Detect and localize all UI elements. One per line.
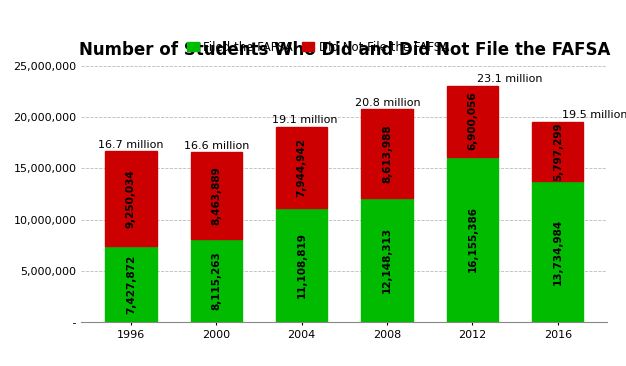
Bar <box>105 246 156 322</box>
Text: 13,734,984: 13,734,984 <box>553 219 563 285</box>
Text: 16.6 million: 16.6 million <box>184 141 249 151</box>
Bar <box>532 122 583 181</box>
Bar <box>191 152 242 239</box>
Text: 9,250,034: 9,250,034 <box>126 169 136 228</box>
Text: 8,463,889: 8,463,889 <box>211 166 221 225</box>
Title: Number of Students Who Did and Did Not File the FAFSA: Number of Students Who Did and Did Not F… <box>79 41 610 59</box>
Text: 8,115,263: 8,115,263 <box>211 251 221 310</box>
Text: 7,427,872: 7,427,872 <box>126 254 136 314</box>
Legend: Filed the FAFSA, Did Not File the FAFSA: Filed the FAFSA, Did Not File the FAFSA <box>182 36 454 58</box>
Text: 19.1 million: 19.1 million <box>272 115 337 125</box>
Bar <box>276 208 327 322</box>
Text: 20.8 million: 20.8 million <box>354 98 420 108</box>
Text: 23.1 million: 23.1 million <box>476 74 542 84</box>
Bar <box>105 151 156 246</box>
Bar <box>532 181 583 322</box>
Bar <box>361 198 413 322</box>
Bar <box>447 86 498 157</box>
Text: 5,797,299: 5,797,299 <box>553 122 563 181</box>
Bar <box>191 239 242 322</box>
Bar <box>361 109 413 198</box>
Bar <box>276 127 327 208</box>
Text: 19.5 million: 19.5 million <box>562 111 626 120</box>
Text: 8,613,988: 8,613,988 <box>382 124 392 183</box>
Text: 16.7 million: 16.7 million <box>98 139 164 150</box>
Text: 6,900,056: 6,900,056 <box>468 92 478 150</box>
Bar <box>447 157 498 322</box>
Text: 11,108,819: 11,108,819 <box>297 232 307 298</box>
Text: 16,155,386: 16,155,386 <box>468 206 478 272</box>
Text: 7,944,942: 7,944,942 <box>297 138 307 197</box>
Text: 12,148,313: 12,148,313 <box>382 227 392 293</box>
